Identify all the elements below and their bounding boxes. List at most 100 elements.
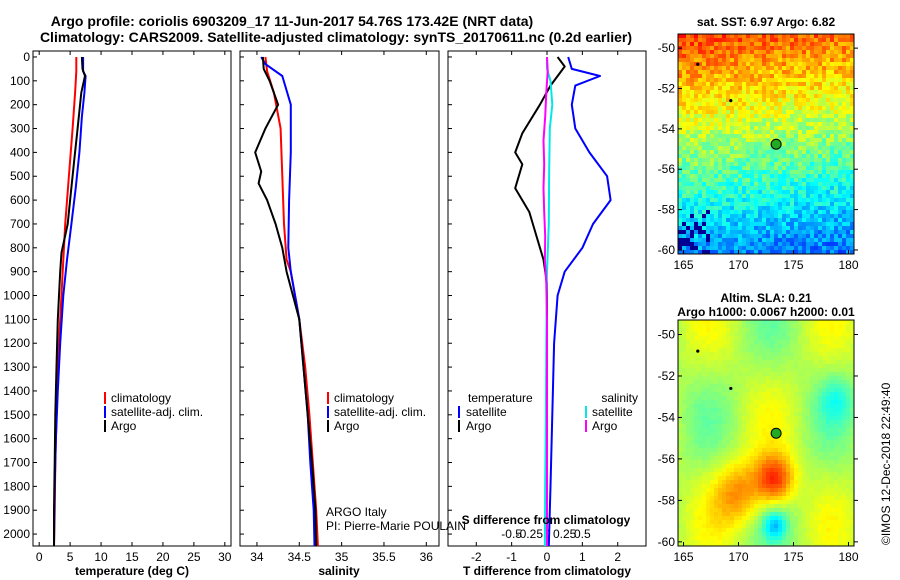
map-cell xyxy=(842,492,847,497)
map-cell xyxy=(758,488,763,493)
map-cell xyxy=(730,400,735,405)
map-cell xyxy=(810,504,815,509)
map-cell xyxy=(686,242,691,247)
map-cell xyxy=(682,238,687,243)
map-cell xyxy=(702,416,707,421)
map-cell xyxy=(734,348,739,353)
map-cell xyxy=(718,226,723,231)
map-cell xyxy=(694,38,699,43)
map-cell xyxy=(766,376,771,381)
map-cell xyxy=(774,332,779,337)
map-cell xyxy=(682,154,687,159)
map-cell xyxy=(718,416,723,421)
map-cell xyxy=(714,102,719,107)
map-cell xyxy=(726,460,731,465)
map-cell xyxy=(806,452,811,457)
map-cell xyxy=(838,328,843,333)
map-cell xyxy=(806,186,811,191)
map-cell xyxy=(762,376,767,381)
map-cell xyxy=(794,86,799,91)
map-cell xyxy=(794,512,799,517)
map-cell xyxy=(814,130,819,135)
map-cell xyxy=(750,134,755,139)
map-cell xyxy=(714,222,719,227)
map-cell xyxy=(722,528,727,533)
map-cell xyxy=(770,126,775,131)
map-cell xyxy=(846,186,851,191)
map-cell xyxy=(726,210,731,215)
map-cell xyxy=(822,496,827,501)
map-y-tick-label: -52 xyxy=(658,81,676,95)
map-cell xyxy=(750,142,755,147)
map-cell xyxy=(682,508,687,513)
map-cell xyxy=(722,198,727,203)
map-cell xyxy=(830,126,835,131)
map-cell xyxy=(746,328,751,333)
map-cell xyxy=(770,250,775,254)
map-cell xyxy=(766,424,771,429)
map-cell xyxy=(778,504,783,509)
map-cell xyxy=(758,436,763,441)
map-cell xyxy=(830,452,835,457)
map-cell xyxy=(802,504,807,509)
map-cell xyxy=(682,384,687,389)
map-cell xyxy=(706,440,711,445)
map-cell xyxy=(762,154,767,159)
map-cell xyxy=(730,130,735,135)
map-cell xyxy=(750,206,755,211)
map-cell xyxy=(818,50,823,55)
map-cell xyxy=(694,388,699,393)
map-cell xyxy=(830,70,835,75)
x-tick-label: 2 xyxy=(614,550,621,564)
map-cell xyxy=(682,444,687,449)
map-cell xyxy=(718,500,723,505)
map-cell xyxy=(746,42,751,47)
map-cell xyxy=(678,400,683,405)
map-cell xyxy=(734,46,739,51)
map-cell xyxy=(766,364,771,369)
map-cell xyxy=(818,42,823,47)
map-cell xyxy=(778,126,783,131)
map-cell xyxy=(758,448,763,453)
map-cell xyxy=(754,340,759,345)
map-cell xyxy=(818,388,823,393)
map-cell xyxy=(726,238,731,243)
map-cell xyxy=(798,384,803,389)
map-cell xyxy=(846,166,851,171)
map-cell xyxy=(790,416,795,421)
map-cell xyxy=(794,142,799,147)
map-cell xyxy=(694,500,699,505)
map-cell xyxy=(810,66,815,71)
map-cell xyxy=(682,126,687,131)
map-cell xyxy=(690,432,695,437)
map-cell xyxy=(738,344,743,349)
map-cell xyxy=(794,332,799,337)
map-cell xyxy=(754,114,759,119)
map-cell xyxy=(742,448,747,453)
map-cell xyxy=(722,352,727,357)
map-cell xyxy=(810,416,815,421)
map-cell xyxy=(742,444,747,449)
map-cell xyxy=(834,250,839,254)
map-cell xyxy=(706,476,711,481)
map-cell xyxy=(734,246,739,251)
map-cell xyxy=(738,70,743,75)
map-cell xyxy=(714,210,719,215)
map-cell xyxy=(750,50,755,55)
map-cell xyxy=(838,94,843,99)
map-cell xyxy=(690,142,695,147)
map-cell xyxy=(810,110,815,115)
map-cell xyxy=(822,166,827,171)
map-cell xyxy=(818,166,823,171)
map-cell xyxy=(842,226,847,231)
map-cell xyxy=(774,480,779,485)
map-cell xyxy=(718,388,723,393)
map-cell xyxy=(722,94,727,99)
map-cell xyxy=(838,508,843,513)
map-cell xyxy=(678,166,683,171)
map-cell xyxy=(714,528,719,533)
map-cell xyxy=(838,368,843,373)
map-cell xyxy=(826,94,831,99)
map-cell xyxy=(794,230,799,235)
map-cell xyxy=(822,456,827,461)
